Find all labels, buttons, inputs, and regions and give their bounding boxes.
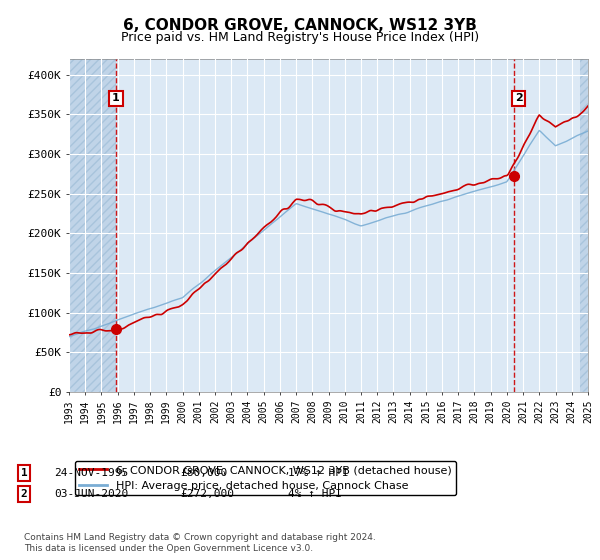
Text: 1: 1 [20, 468, 28, 478]
Text: 6, CONDOR GROVE, CANNOCK, WS12 3YB: 6, CONDOR GROVE, CANNOCK, WS12 3YB [123, 18, 477, 33]
Text: 03-JUN-2020: 03-JUN-2020 [54, 489, 128, 499]
Text: £80,000: £80,000 [180, 468, 227, 478]
Text: 2: 2 [20, 489, 28, 499]
Text: 2: 2 [515, 94, 523, 104]
Text: 4% ↑ HPI: 4% ↑ HPI [288, 489, 342, 499]
Text: £272,000: £272,000 [180, 489, 234, 499]
Text: 1: 1 [112, 94, 120, 104]
Text: Contains HM Land Registry data © Crown copyright and database right 2024.
This d: Contains HM Land Registry data © Crown c… [24, 533, 376, 553]
Legend: 6, CONDOR GROVE, CANNOCK, WS12 3YB (detached house), HPI: Average price, detache: 6, CONDOR GROVE, CANNOCK, WS12 3YB (deta… [74, 461, 456, 495]
Bar [69, 59, 116, 392]
Text: 17% ↑ HPI: 17% ↑ HPI [288, 468, 349, 478]
Text: 24-NOV-1995: 24-NOV-1995 [54, 468, 128, 478]
Bar [580, 59, 588, 392]
Text: Price paid vs. HM Land Registry's House Price Index (HPI): Price paid vs. HM Land Registry's House … [121, 31, 479, 44]
